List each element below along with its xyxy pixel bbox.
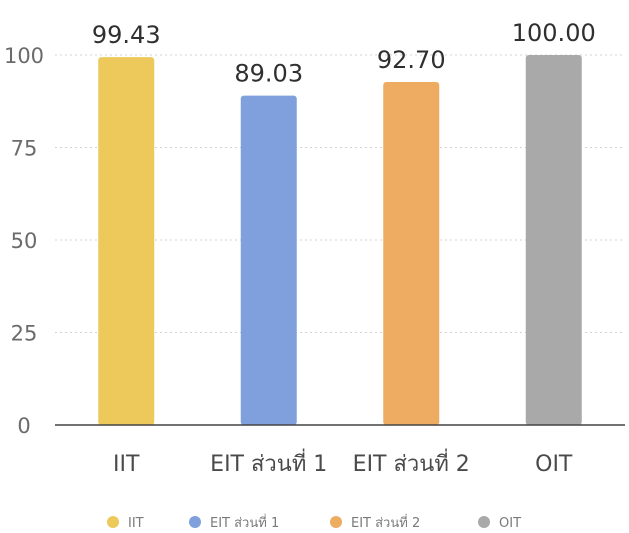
x-tick-label: IIT [113, 452, 140, 477]
value-label: 92.70 [377, 46, 446, 74]
y-axis-ticks: 0 25 50 75 100 [4, 44, 44, 438]
value-label: 100.00 [512, 19, 596, 47]
value-label: 89.03 [234, 60, 303, 88]
bar [240, 95, 297, 426]
y-tick-label: 50 [11, 229, 38, 253]
y-tick-label: 0 [17, 414, 30, 438]
legend: IIT EIT ส่วนที่ 1 EIT ส่วนที่ 2 OIT [107, 514, 521, 531]
bar [98, 57, 155, 425]
legend-label: IIT [128, 516, 144, 531]
y-tick-label: 100 [4, 44, 44, 68]
x-tick-label: EIT ส่วนที่ 2 [353, 448, 470, 477]
legend-marker [478, 516, 490, 528]
value-label: 99.43 [92, 21, 161, 49]
legend-marker [189, 516, 201, 528]
y-tick-label: 25 [11, 322, 38, 346]
value-labels: 99.43 89.03 92.70 100.00 [92, 19, 596, 88]
bar [525, 55, 582, 425]
x-tick-label: OIT [535, 452, 573, 477]
legend-label: OIT [499, 516, 521, 531]
legend-label: EIT ส่วนที่ 2 [351, 514, 420, 531]
x-tick-label: EIT ส่วนที่ 1 [210, 448, 327, 477]
legend-marker [107, 516, 119, 528]
bar [383, 82, 440, 425]
legend-label: EIT ส่วนที่ 1 [210, 514, 279, 531]
bars [98, 55, 582, 426]
legend-marker [330, 516, 342, 528]
x-axis-category-labels: IIT EIT ส่วนที่ 1 EIT ส่วนที่ 2 OIT [113, 448, 573, 477]
y-tick-label: 75 [11, 137, 38, 161]
